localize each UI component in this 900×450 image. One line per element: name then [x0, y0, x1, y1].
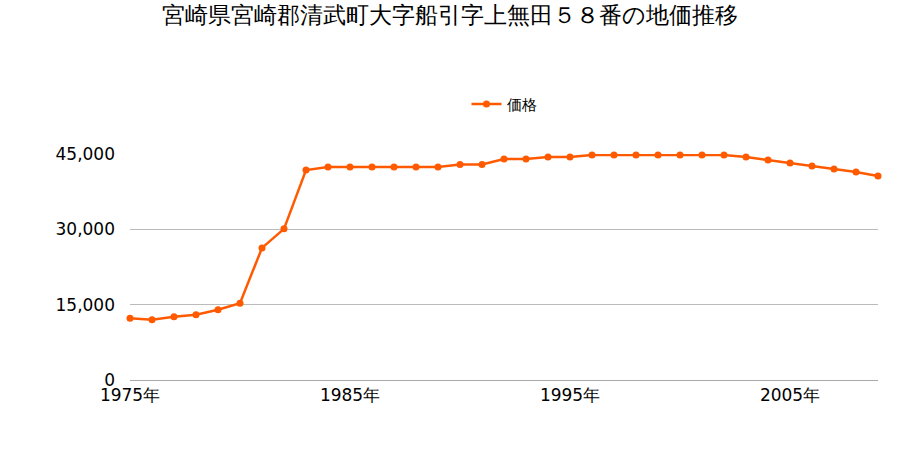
svg-text:1985年: 1985年 — [320, 385, 380, 405]
svg-text:宮崎県宮崎郡清武町大字船引字上無田５８番の地価推移: 宮崎県宮崎郡清武町大字船引字上無田５８番の地価推移 — [162, 2, 738, 28]
svg-text:15,000: 15,000 — [56, 295, 115, 315]
svg-text:1995年: 1995年 — [540, 385, 600, 405]
svg-text:1975年: 1975年 — [100, 385, 160, 405]
svg-text:0: 0 — [104, 370, 115, 390]
svg-text:価格: 価格 — [507, 96, 537, 114]
svg-text:2005年: 2005年 — [760, 385, 820, 405]
svg-text:30,000: 30,000 — [56, 219, 115, 239]
svg-text:45,000: 45,000 — [56, 144, 115, 164]
